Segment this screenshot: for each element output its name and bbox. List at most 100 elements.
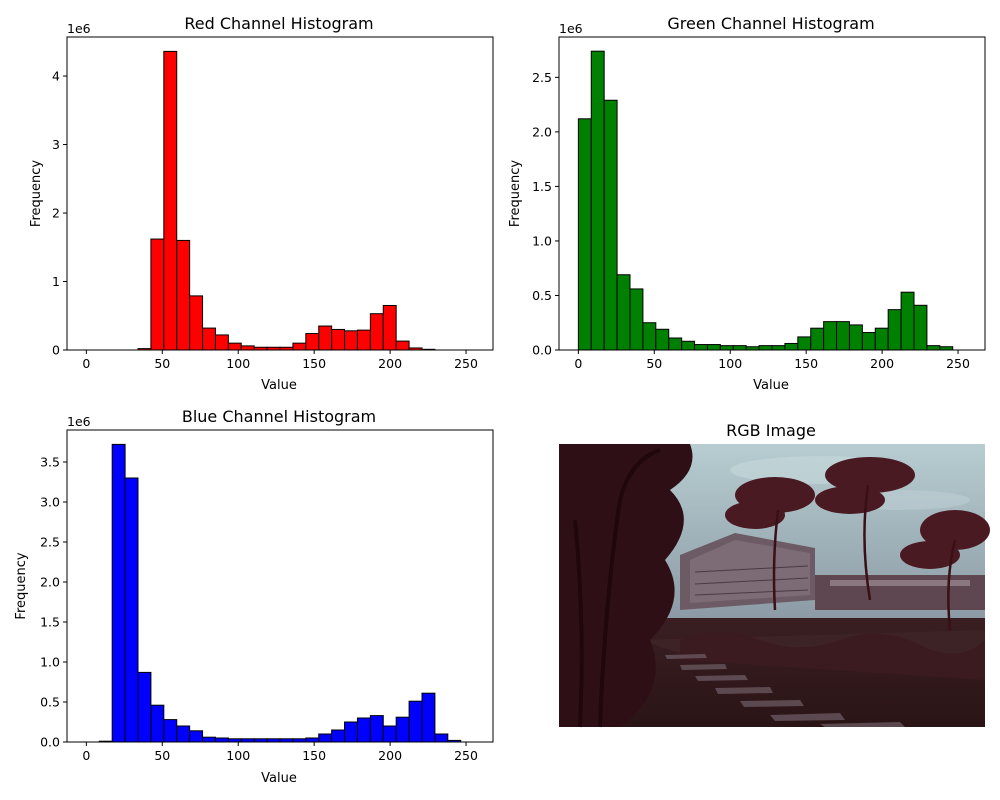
blue-y-tick-label: 1.0 bbox=[40, 655, 60, 670]
blue-bar-26 bbox=[421, 692, 436, 743]
green-bar-17 bbox=[797, 336, 812, 351]
blue-bar-17 bbox=[305, 737, 320, 743]
green-bar-21 bbox=[848, 324, 863, 351]
red-x-tick-label: 0 bbox=[82, 356, 90, 371]
green-bar-7 bbox=[668, 337, 683, 351]
green-scale-label: 1e6 bbox=[559, 21, 583, 36]
blue-histogram-panel: Blue Channel Histogram 1e6 0 50 100 150 200 2… bbox=[14, 407, 494, 786]
blue-bar-10 bbox=[214, 737, 229, 743]
blue-x-tick-label: 200 bbox=[378, 748, 402, 763]
red-x-tick-label: 100 bbox=[226, 356, 250, 371]
red-bar-11 bbox=[227, 342, 242, 351]
green-histogram-plot: 0 50 100 150 200 250 0.0 0.5 1.0 1.5 2.0 2.5 bbox=[532, 50, 970, 371]
green-bar-27 bbox=[926, 345, 941, 351]
blue-bar-20 bbox=[344, 721, 358, 743]
blue-histogram-title: Blue Channel Histogram bbox=[182, 407, 376, 426]
blue-bar-9 bbox=[202, 736, 216, 743]
blue-bar-24 bbox=[395, 716, 410, 743]
green-y-tick-label: 0.5 bbox=[532, 288, 552, 303]
red-bar-21 bbox=[356, 329, 371, 351]
blue-bar-22 bbox=[369, 715, 384, 743]
green-y-axis-label: Frequency bbox=[508, 160, 523, 227]
blue-y-axis-label: Frequency bbox=[14, 552, 29, 619]
blue-bar-7 bbox=[176, 725, 191, 743]
blue-x-tick-label: 100 bbox=[226, 748, 250, 763]
blue-x-axis-label: Value bbox=[261, 771, 297, 786]
green-bar-1 bbox=[590, 50, 605, 351]
green-bar-14 bbox=[758, 345, 773, 351]
green-histogram-panel: Green Channel Histogram 1e6 0 50 100 150 200… bbox=[508, 14, 986, 393]
green-y-tick-label: 1.0 bbox=[532, 233, 552, 248]
green-bar-2 bbox=[603, 99, 618, 351]
red-y-tick-label: 0 bbox=[52, 343, 60, 358]
red-x-tick-label: 150 bbox=[302, 356, 326, 371]
blue-x-tick-label: 50 bbox=[154, 748, 170, 763]
blue-x-tick-label: 250 bbox=[454, 748, 478, 763]
green-bar-19 bbox=[823, 321, 838, 351]
green-x-tick-label: 150 bbox=[794, 356, 818, 371]
green-bar-6 bbox=[655, 328, 670, 351]
red-bar-5 bbox=[150, 238, 165, 351]
blue-bar-27 bbox=[434, 733, 449, 743]
blue-y-tick-label: 0.5 bbox=[40, 695, 60, 710]
blue-y-tick-label: 0.0 bbox=[40, 735, 60, 750]
green-bar-3 bbox=[616, 274, 631, 351]
red-scale-label: 1e6 bbox=[67, 21, 91, 36]
rgb-image bbox=[559, 444, 990, 728]
red-bar-9 bbox=[202, 327, 216, 351]
red-y-tick-label: 2 bbox=[52, 206, 60, 221]
blue-histogram-plot: 0 50 100 150 200 250 0.0 0.5 1.0 1.5 2.0 2.5 3.0 3.5 bbox=[40, 443, 478, 763]
blue-bar-23 bbox=[382, 725, 397, 743]
green-bar-9 bbox=[694, 344, 708, 351]
red-bar-8 bbox=[189, 295, 204, 351]
red-y-tick-label: 3 bbox=[52, 137, 60, 152]
rgb-image-panel: RGB Image bbox=[559, 421, 990, 728]
green-bar-25 bbox=[900, 291, 915, 351]
green-bar-4 bbox=[629, 288, 644, 351]
blue-plot-frame bbox=[66, 429, 494, 743]
blue-bar-25 bbox=[408, 700, 423, 743]
blue-x-tick-label: 150 bbox=[302, 748, 326, 763]
green-y-tick-label: 2.0 bbox=[532, 124, 552, 139]
blue-bar-2 bbox=[111, 443, 126, 743]
red-x-tick-label: 200 bbox=[378, 356, 402, 371]
red-bar-7 bbox=[176, 239, 191, 351]
red-bar-20 bbox=[344, 330, 358, 351]
blue-y-tick-label: 3.5 bbox=[40, 455, 60, 470]
rgb-image-title: RGB Image bbox=[726, 421, 816, 440]
green-x-tick-label: 0 bbox=[574, 356, 582, 371]
green-bar-10 bbox=[706, 344, 721, 351]
red-x-tick-label: 250 bbox=[454, 356, 478, 371]
green-bar-5 bbox=[642, 322, 657, 351]
green-y-tick-label: 1.5 bbox=[532, 179, 552, 194]
red-bar-18 bbox=[318, 325, 333, 351]
green-bar-12 bbox=[732, 345, 747, 351]
red-y-tick-label: 1 bbox=[52, 274, 60, 289]
green-bar-20 bbox=[836, 321, 850, 351]
red-y-axis-label: Frequency bbox=[29, 160, 44, 227]
blue-y-tick-label: 3.0 bbox=[40, 495, 60, 510]
red-histogram-panel: Red Channel Histogram 1e6 0 50 100 150 200 25… bbox=[29, 14, 494, 393]
blue-bar-3 bbox=[124, 477, 139, 743]
blue-bar-8 bbox=[189, 730, 204, 743]
blue-bar-6 bbox=[163, 719, 178, 743]
red-bar-10 bbox=[214, 334, 229, 351]
blue-y-tick-label: 1.5 bbox=[40, 615, 60, 630]
blue-bar-21 bbox=[356, 717, 371, 743]
blue-y-tick-label: 2.0 bbox=[40, 575, 60, 590]
green-bar-18 bbox=[810, 327, 825, 351]
green-bar-16 bbox=[784, 342, 799, 351]
green-bar-0 bbox=[577, 118, 592, 351]
green-bar-11 bbox=[719, 345, 734, 351]
blue-x-tick-label: 0 bbox=[82, 748, 90, 763]
red-bar-23 bbox=[382, 304, 397, 351]
green-plot-frame bbox=[558, 36, 986, 351]
red-bar-6 bbox=[163, 50, 178, 351]
red-bar-19 bbox=[331, 328, 346, 351]
red-plot-frame bbox=[66, 36, 494, 351]
green-x-tick-label: 250 bbox=[946, 356, 970, 371]
green-bar-8 bbox=[681, 340, 696, 351]
blue-y-tick-label: 2.5 bbox=[40, 535, 60, 550]
red-bar-17 bbox=[305, 333, 320, 351]
